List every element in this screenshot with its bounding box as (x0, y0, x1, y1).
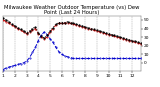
Title: Milwaukee Weather Outdoor Temperature (vs) Dew Point (Last 24 Hours): Milwaukee Weather Outdoor Temperature (v… (4, 5, 140, 15)
